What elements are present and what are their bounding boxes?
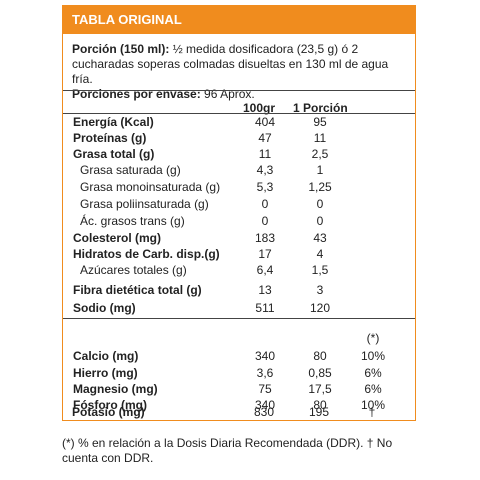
value-portion: 95 [313,115,327,129]
value-portion: 80 [313,398,327,412]
table-row: Proteínas (g) 47 11 [63,131,415,147]
row-label: Colesterol (mg) [73,231,162,245]
table-row: Fósforo (mg) 340 80 10% [63,398,415,414]
value-100g: 340 [254,349,276,363]
value-100g: 830 [253,405,275,419]
value-100g: 511 [255,301,275,315]
row-label: Ác. grasos trans (g) [80,214,185,228]
percent-column-header: (*) [366,331,380,345]
value-portion: 1 [316,163,324,177]
portion-text: ½ medida dosificadora (23,5 g) ó 2 cucha… [72,42,389,86]
value-100g: 404 [254,115,276,129]
row-label: Magnesio (mg) [73,382,158,396]
table-header: TABLA ORIGINAL [63,6,415,34]
row-label: Hierro (mg) [73,366,138,380]
table-row: Calcio (mg) 340 80 10% [63,349,415,365]
value-portion: 120 [309,301,331,315]
value-percent: 6% [364,366,382,380]
column-header-portion: 1 Porción [293,101,348,115]
value-portion: 17,5 [308,382,332,396]
value-100g: 183 [254,231,276,245]
table-row: Ác. grasos trans (g) 0 0 [63,214,415,230]
table-row: Colesterol (mg) 183 43 [63,231,415,247]
row-label: Grasa poliinsaturada (g) [80,197,209,211]
value-100g: 6,4 [256,263,274,277]
value-percent: 10% [360,398,386,412]
value-100g: 13 [258,283,272,297]
row-label: Sodio (mg) [73,301,136,315]
value-100g: 0 [261,214,269,228]
value-100g: 47 [258,131,272,145]
value-portion: 0,85 [308,366,332,380]
value-percent: 10% [360,349,386,363]
row-label: Calcio (mg) [73,349,139,363]
table-row: Hierro (mg) 3,6 0,85 6% [63,366,415,382]
value-100g: 4,3 [256,163,274,177]
table-row: Potasio (mg) 830 195 † [62,405,414,421]
value-portion: 80 [313,349,327,363]
table-row: Energía (Kcal) 404 95 [63,115,415,131]
value-100g: 17 [258,247,272,261]
value-portion: 0 [316,197,324,211]
footnote: (*) % en relación a la Dosis Diaria Reco… [62,436,393,465]
table-row: Sodio (mg) 511 120 [63,301,415,317]
table-row: Grasa total (g) 11 2,5 [63,147,415,163]
row-label: Energía (Kcal) [73,115,154,129]
value-portion: 3 [316,283,324,297]
row-label: Grasa saturada (g) [80,163,181,177]
portion-label: Porción (150 ml): [72,42,170,56]
value-100g: 75 [258,382,272,396]
value-portion: 195 [308,405,330,419]
value-portion: 43 [313,231,327,245]
divider [63,113,415,114]
divider [63,90,415,91]
table-row: Hidratos de Carb. disp.(g) 17 4 [63,247,415,263]
table-row: Fibra dietética total (g) 13 3 [63,283,415,299]
value-portion: 4 [316,247,324,261]
value-percent: † [368,405,376,419]
table-row: Grasa monoinsaturada (g) 5,3 1,25 [63,180,415,196]
table-row: Magnesio (mg) 75 17,5 6% [63,382,415,398]
nutrition-table-panel: TABLA ORIGINAL Porción (150 ml): ½ medid… [62,5,416,421]
table-row: Grasa poliinsaturada (g) 0 0 [63,197,415,213]
value-100g: 340 [254,398,276,412]
table-row: Azúcares totales (g) 6,4 1,5 [63,263,415,279]
value-portion: 1,5 [311,263,329,277]
value-portion: 0 [316,214,324,228]
value-percent: 6% [364,382,382,396]
table-title: TABLA ORIGINAL [72,12,182,27]
value-portion: 1,25 [308,180,332,194]
row-label: Azúcares totales (g) [80,263,187,277]
row-label: Fósforo (mg) [73,398,147,412]
row-label: Fibra dietética total (g) [73,283,202,297]
value-portion: 2,5 [311,147,329,161]
row-label: Proteínas (g) [73,131,147,145]
portion-description: Porción (150 ml): ½ medida dosificadora … [72,42,410,102]
row-label: Potasio (mg) [72,405,145,419]
row-label: Hidratos de Carb. disp.(g) [73,247,220,261]
row-label: Grasa monoinsaturada (g) [80,180,221,194]
column-header-100g: 100gr [243,101,276,115]
divider [63,318,415,319]
value-100g: 11 [258,147,272,161]
value-portion: 11 [313,131,327,145]
row-label: Grasa total (g) [73,147,155,161]
value-100g: 3,6 [256,366,274,380]
table-row: Grasa saturada (g) 4,3 1 [63,163,415,179]
value-100g: 5,3 [256,180,274,194]
value-100g: 0 [261,197,269,211]
